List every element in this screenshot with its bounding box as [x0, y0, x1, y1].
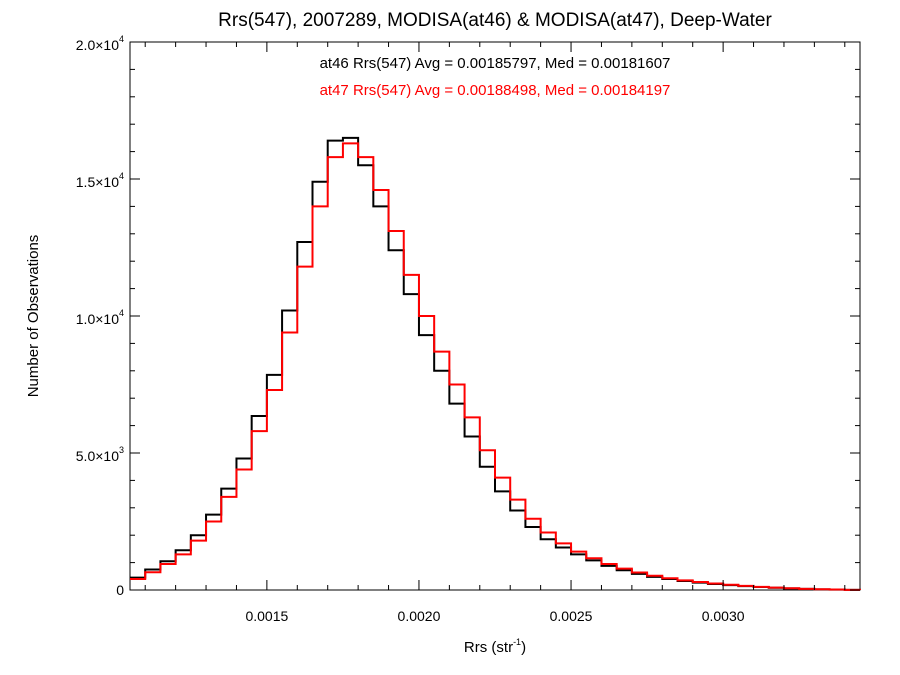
y-axis-label: Number of Observations [25, 235, 42, 398]
series-layer [130, 136, 861, 591]
series-line-at46 [130, 136, 861, 591]
annotation-at47: at47 Rrs(547) Avg = 0.00188498, Med = 0.… [320, 82, 671, 99]
x-tick-label: 0.0030 [702, 608, 745, 624]
y-tick-label: 1.5×104 [76, 171, 124, 190]
plot-area [129, 41, 861, 591]
tick-layer [130, 41, 860, 591]
annotation-at46: at46 Rrs(547) Avg = 0.00185797, Med = 0.… [320, 55, 671, 72]
y-tick-label: 5.0×103 [76, 445, 124, 464]
y-tick-label: 2.0×104 [76, 34, 124, 53]
x-tick-label: 0.0015 [245, 608, 288, 624]
series-line-at47 [130, 142, 861, 591]
x-tick-label: 0.0025 [550, 608, 593, 624]
y-tick-label-layer: 0 5.0×103 1.0×104 1.5×104 2.0×104 [76, 34, 124, 598]
y-tick-label: 1.0×104 [76, 308, 124, 327]
x-axis-label: Rrs (str-1) [464, 637, 526, 656]
y-tick-label: 0 [116, 582, 124, 598]
x-tick-label-layer: 0.0015 0.0020 0.0025 0.0030 [245, 608, 744, 624]
x-axis-label-main: Rrs (str [464, 639, 513, 656]
plot-border [129, 41, 861, 591]
x-tick-label: 0.0020 [398, 608, 441, 624]
x-axis-label-superscript: -1 [513, 637, 521, 647]
x-axis-label-close: ) [521, 639, 526, 656]
chart-title: Rrs(547), 2007289, MODISA(at46) & MODISA… [218, 10, 772, 31]
